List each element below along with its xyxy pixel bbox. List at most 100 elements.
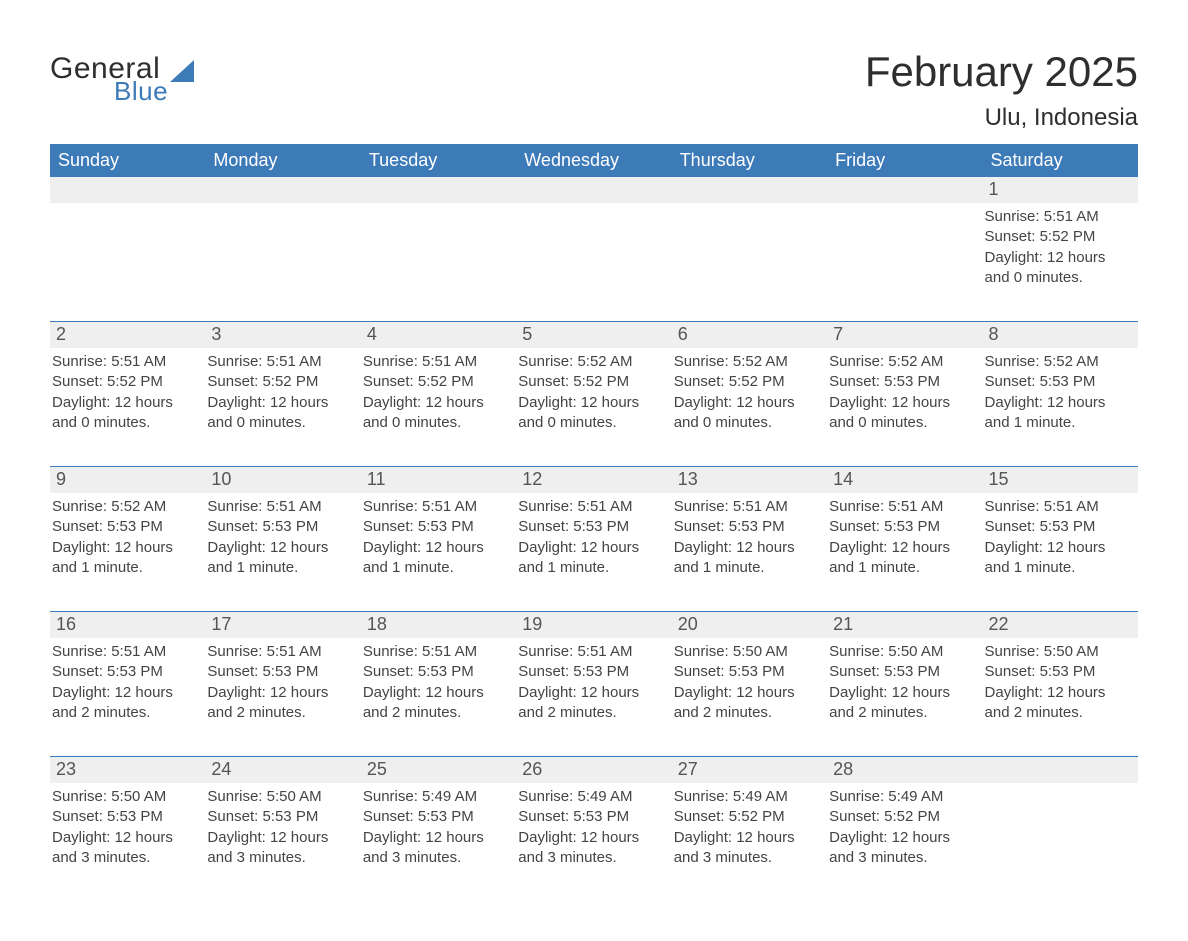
sunset-line: Sunset: 5:52 PM xyxy=(674,807,821,827)
day-number xyxy=(516,177,671,203)
day-details: Sunrise: 5:52 AMSunset: 5:53 PMDaylight:… xyxy=(983,348,1138,466)
day-number: 14 xyxy=(827,467,982,493)
sunset-line: Sunset: 5:52 PM xyxy=(207,372,354,392)
sunrise-line: Sunrise: 5:51 AM xyxy=(207,352,354,372)
day-number-cell: 21 xyxy=(827,612,982,639)
day-number: 18 xyxy=(361,612,516,638)
day-number xyxy=(827,177,982,203)
day-number: 19 xyxy=(516,612,671,638)
daylight-line: Daylight: 12 hours and 0 minutes. xyxy=(207,393,354,434)
daylight-line: Daylight: 12 hours and 1 minute. xyxy=(518,538,665,579)
day-number-cell: 22 xyxy=(983,612,1138,639)
day-details: Sunrise: 5:51 AMSunset: 5:53 PMDaylight:… xyxy=(827,493,982,611)
sunset-line: Sunset: 5:53 PM xyxy=(363,517,510,537)
daylight-line: Daylight: 12 hours and 2 minutes. xyxy=(674,683,821,724)
calendar-page: General Blue February 2025 Ulu, Indonesi… xyxy=(0,0,1188,941)
month-title: February 2025 xyxy=(865,48,1138,96)
day-details-cell: Sunrise: 5:49 AMSunset: 5:53 PMDaylight:… xyxy=(361,783,516,901)
daylight-line: Daylight: 12 hours and 3 minutes. xyxy=(518,828,665,869)
day-number-cell: 2 xyxy=(50,322,205,349)
day-details xyxy=(983,783,1138,901)
day-number-cell: 10 xyxy=(205,467,360,494)
day-number: 26 xyxy=(516,757,671,783)
day-number-cell: 13 xyxy=(672,467,827,494)
day-number xyxy=(983,757,1138,783)
day-details-cell: Sunrise: 5:51 AMSunset: 5:53 PMDaylight:… xyxy=(672,493,827,612)
daylight-line: Daylight: 12 hours and 0 minutes. xyxy=(985,248,1132,289)
day-details: Sunrise: 5:52 AMSunset: 5:53 PMDaylight:… xyxy=(827,348,982,466)
daylight-line: Daylight: 12 hours and 0 minutes. xyxy=(829,393,976,434)
sunset-line: Sunset: 5:53 PM xyxy=(985,372,1132,392)
sunset-line: Sunset: 5:52 PM xyxy=(829,807,976,827)
sunrise-line: Sunrise: 5:50 AM xyxy=(52,787,199,807)
day-number-cell: 15 xyxy=(983,467,1138,494)
daylight-line: Daylight: 12 hours and 1 minute. xyxy=(985,393,1132,434)
day-number-row: 9101112131415 xyxy=(50,467,1138,494)
day-details-cell: Sunrise: 5:49 AMSunset: 5:53 PMDaylight:… xyxy=(516,783,671,901)
weekday-header: Monday xyxy=(205,144,360,177)
day-details: Sunrise: 5:49 AMSunset: 5:52 PMDaylight:… xyxy=(827,783,982,901)
day-details-cell: Sunrise: 5:51 AMSunset: 5:53 PMDaylight:… xyxy=(361,638,516,757)
weekday-header: Wednesday xyxy=(516,144,671,177)
daylight-line: Daylight: 12 hours and 2 minutes. xyxy=(363,683,510,724)
daylight-line: Daylight: 12 hours and 0 minutes. xyxy=(363,393,510,434)
sunset-line: Sunset: 5:53 PM xyxy=(207,662,354,682)
day-details: Sunrise: 5:51 AMSunset: 5:53 PMDaylight:… xyxy=(361,638,516,756)
day-number: 20 xyxy=(672,612,827,638)
day-number-cell: 18 xyxy=(361,612,516,639)
day-details-cell: Sunrise: 5:51 AMSunset: 5:53 PMDaylight:… xyxy=(983,493,1138,612)
day-number-row: 2345678 xyxy=(50,322,1138,349)
sunrise-line: Sunrise: 5:50 AM xyxy=(674,642,821,662)
day-details: Sunrise: 5:51 AMSunset: 5:52 PMDaylight:… xyxy=(361,348,516,466)
sunset-line: Sunset: 5:53 PM xyxy=(52,807,199,827)
day-number: 25 xyxy=(361,757,516,783)
day-details-cell: Sunrise: 5:51 AMSunset: 5:53 PMDaylight:… xyxy=(50,638,205,757)
sunset-line: Sunset: 5:53 PM xyxy=(674,662,821,682)
sunset-line: Sunset: 5:53 PM xyxy=(52,517,199,537)
day-number-row: 232425262728 xyxy=(50,757,1138,784)
daylight-line: Daylight: 12 hours and 2 minutes. xyxy=(829,683,976,724)
day-details-cell: Sunrise: 5:50 AMSunset: 5:53 PMDaylight:… xyxy=(205,783,360,901)
day-number-cell xyxy=(516,177,671,203)
day-number: 13 xyxy=(672,467,827,493)
sunset-line: Sunset: 5:53 PM xyxy=(518,517,665,537)
sunset-line: Sunset: 5:53 PM xyxy=(829,372,976,392)
day-details-row: Sunrise: 5:51 AMSunset: 5:52 PMDaylight:… xyxy=(50,203,1138,322)
day-details: Sunrise: 5:51 AMSunset: 5:53 PMDaylight:… xyxy=(672,493,827,611)
day-details-cell xyxy=(205,203,360,322)
day-details-row: Sunrise: 5:51 AMSunset: 5:53 PMDaylight:… xyxy=(50,638,1138,757)
day-number-cell: 3 xyxy=(205,322,360,349)
day-details: Sunrise: 5:50 AMSunset: 5:53 PMDaylight:… xyxy=(827,638,982,756)
day-number-cell: 26 xyxy=(516,757,671,784)
sunrise-line: Sunrise: 5:51 AM xyxy=(363,497,510,517)
day-number xyxy=(672,177,827,203)
day-details xyxy=(672,203,827,321)
sunrise-line: Sunrise: 5:51 AM xyxy=(985,207,1132,227)
day-number: 7 xyxy=(827,322,982,348)
sunset-line: Sunset: 5:53 PM xyxy=(363,807,510,827)
day-number-cell: 7 xyxy=(827,322,982,349)
day-details xyxy=(827,203,982,321)
day-number: 17 xyxy=(205,612,360,638)
day-number-cell: 1 xyxy=(983,177,1138,203)
sunset-line: Sunset: 5:53 PM xyxy=(518,662,665,682)
sunrise-line: Sunrise: 5:51 AM xyxy=(363,352,510,372)
day-details: Sunrise: 5:51 AMSunset: 5:53 PMDaylight:… xyxy=(50,638,205,756)
day-details: Sunrise: 5:49 AMSunset: 5:53 PMDaylight:… xyxy=(361,783,516,901)
day-details-cell xyxy=(983,783,1138,901)
day-number: 24 xyxy=(205,757,360,783)
daylight-line: Daylight: 12 hours and 1 minute. xyxy=(674,538,821,579)
day-number: 2 xyxy=(50,322,205,348)
logo-text: General Blue xyxy=(50,54,168,104)
daylight-line: Daylight: 12 hours and 3 minutes. xyxy=(829,828,976,869)
day-details-cell xyxy=(516,203,671,322)
weekday-header: Tuesday xyxy=(361,144,516,177)
day-details-cell: Sunrise: 5:50 AMSunset: 5:53 PMDaylight:… xyxy=(827,638,982,757)
day-details: Sunrise: 5:49 AMSunset: 5:53 PMDaylight:… xyxy=(516,783,671,901)
day-details-cell: Sunrise: 5:52 AMSunset: 5:52 PMDaylight:… xyxy=(516,348,671,467)
day-details: Sunrise: 5:51 AMSunset: 5:52 PMDaylight:… xyxy=(205,348,360,466)
sunrise-line: Sunrise: 5:51 AM xyxy=(829,497,976,517)
sunrise-line: Sunrise: 5:50 AM xyxy=(829,642,976,662)
day-details-cell: Sunrise: 5:52 AMSunset: 5:52 PMDaylight:… xyxy=(672,348,827,467)
day-number-cell: 27 xyxy=(672,757,827,784)
